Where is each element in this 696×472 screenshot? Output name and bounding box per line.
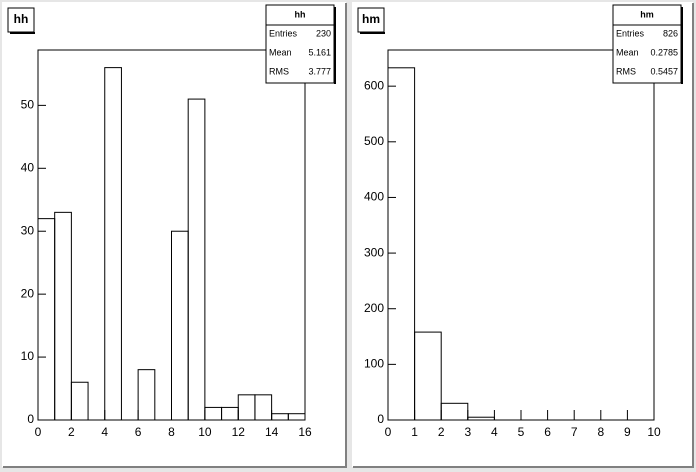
y-tick-label: 600 — [364, 78, 384, 92]
stats-label: Mean — [616, 47, 639, 57]
x-tick-label: 1 — [411, 425, 418, 439]
x-tick-label: 16 — [298, 425, 312, 439]
stats-box — [612, 4, 682, 84]
stats-title: hm — [640, 9, 654, 19]
stats-value: 3.777 — [308, 66, 331, 76]
x-tick-label: 2 — [68, 425, 75, 439]
x-tick-label: 6 — [135, 425, 142, 439]
pad-bevel — [353, 3, 694, 468]
stats-label: Mean — [269, 47, 292, 57]
x-tick-label: 3 — [464, 425, 471, 439]
x-tick-label: 0 — [35, 425, 42, 439]
stats-value: 230 — [316, 28, 331, 38]
x-tick-label: 7 — [571, 425, 578, 439]
pad-bevel — [3, 3, 347, 468]
bar — [187, 98, 206, 421]
y-tick-label: 300 — [364, 245, 384, 259]
stats-label: Entries — [616, 28, 645, 38]
bar — [137, 369, 156, 421]
stats-label: RMS — [616, 66, 636, 76]
stats-box — [265, 4, 335, 84]
x-tick-label: 9 — [624, 425, 631, 439]
stats-label: RMS — [269, 66, 289, 76]
x-tick-label: 4 — [101, 425, 108, 439]
stats-label: Entries — [269, 28, 298, 38]
y-tick-label: 50 — [21, 98, 35, 112]
x-tick-label: 0 — [385, 425, 392, 439]
x-tick-label: 4 — [491, 425, 498, 439]
stats-value: 0.2785 — [650, 47, 678, 57]
bar — [387, 67, 416, 421]
bar — [414, 331, 442, 421]
bar — [104, 67, 122, 421]
y-tick-label: 20 — [21, 286, 35, 300]
x-tick-label: 8 — [597, 425, 604, 439]
bar — [70, 381, 89, 421]
y-tick-label: 30 — [21, 223, 35, 237]
x-tick-label: 12 — [232, 425, 246, 439]
y-tick-label: 0 — [377, 412, 384, 426]
x-tick-label: 6 — [544, 425, 551, 439]
y-tick-label: 200 — [364, 301, 384, 315]
x-tick-label: 8 — [168, 425, 175, 439]
x-tick-label: 2 — [438, 425, 445, 439]
pad-bevel — [352, 2, 693, 467]
x-tick-label: 10 — [647, 425, 661, 439]
x-tick-label: 10 — [198, 425, 212, 439]
y-tick-label: 10 — [21, 349, 35, 363]
title: hm — [362, 12, 380, 26]
pad-bevel — [2, 2, 346, 467]
title-box — [7, 7, 35, 33]
x-tick-label: 14 — [265, 425, 279, 439]
x-tick-label: 5 — [518, 425, 525, 439]
y-tick-label: 0 — [27, 412, 34, 426]
stats-value: 0.5457 — [650, 66, 678, 76]
stats-title: hh — [295, 9, 306, 19]
y-tick-label: 40 — [21, 160, 35, 174]
title: hh — [14, 12, 29, 26]
y-tick-label: 100 — [364, 357, 384, 371]
bar — [54, 211, 72, 421]
stats-value: 826 — [663, 28, 678, 38]
y-tick-label: 500 — [364, 134, 384, 148]
bar — [254, 394, 273, 421]
y-tick-label: 400 — [364, 190, 384, 204]
stats-value: 5.161 — [308, 47, 331, 57]
